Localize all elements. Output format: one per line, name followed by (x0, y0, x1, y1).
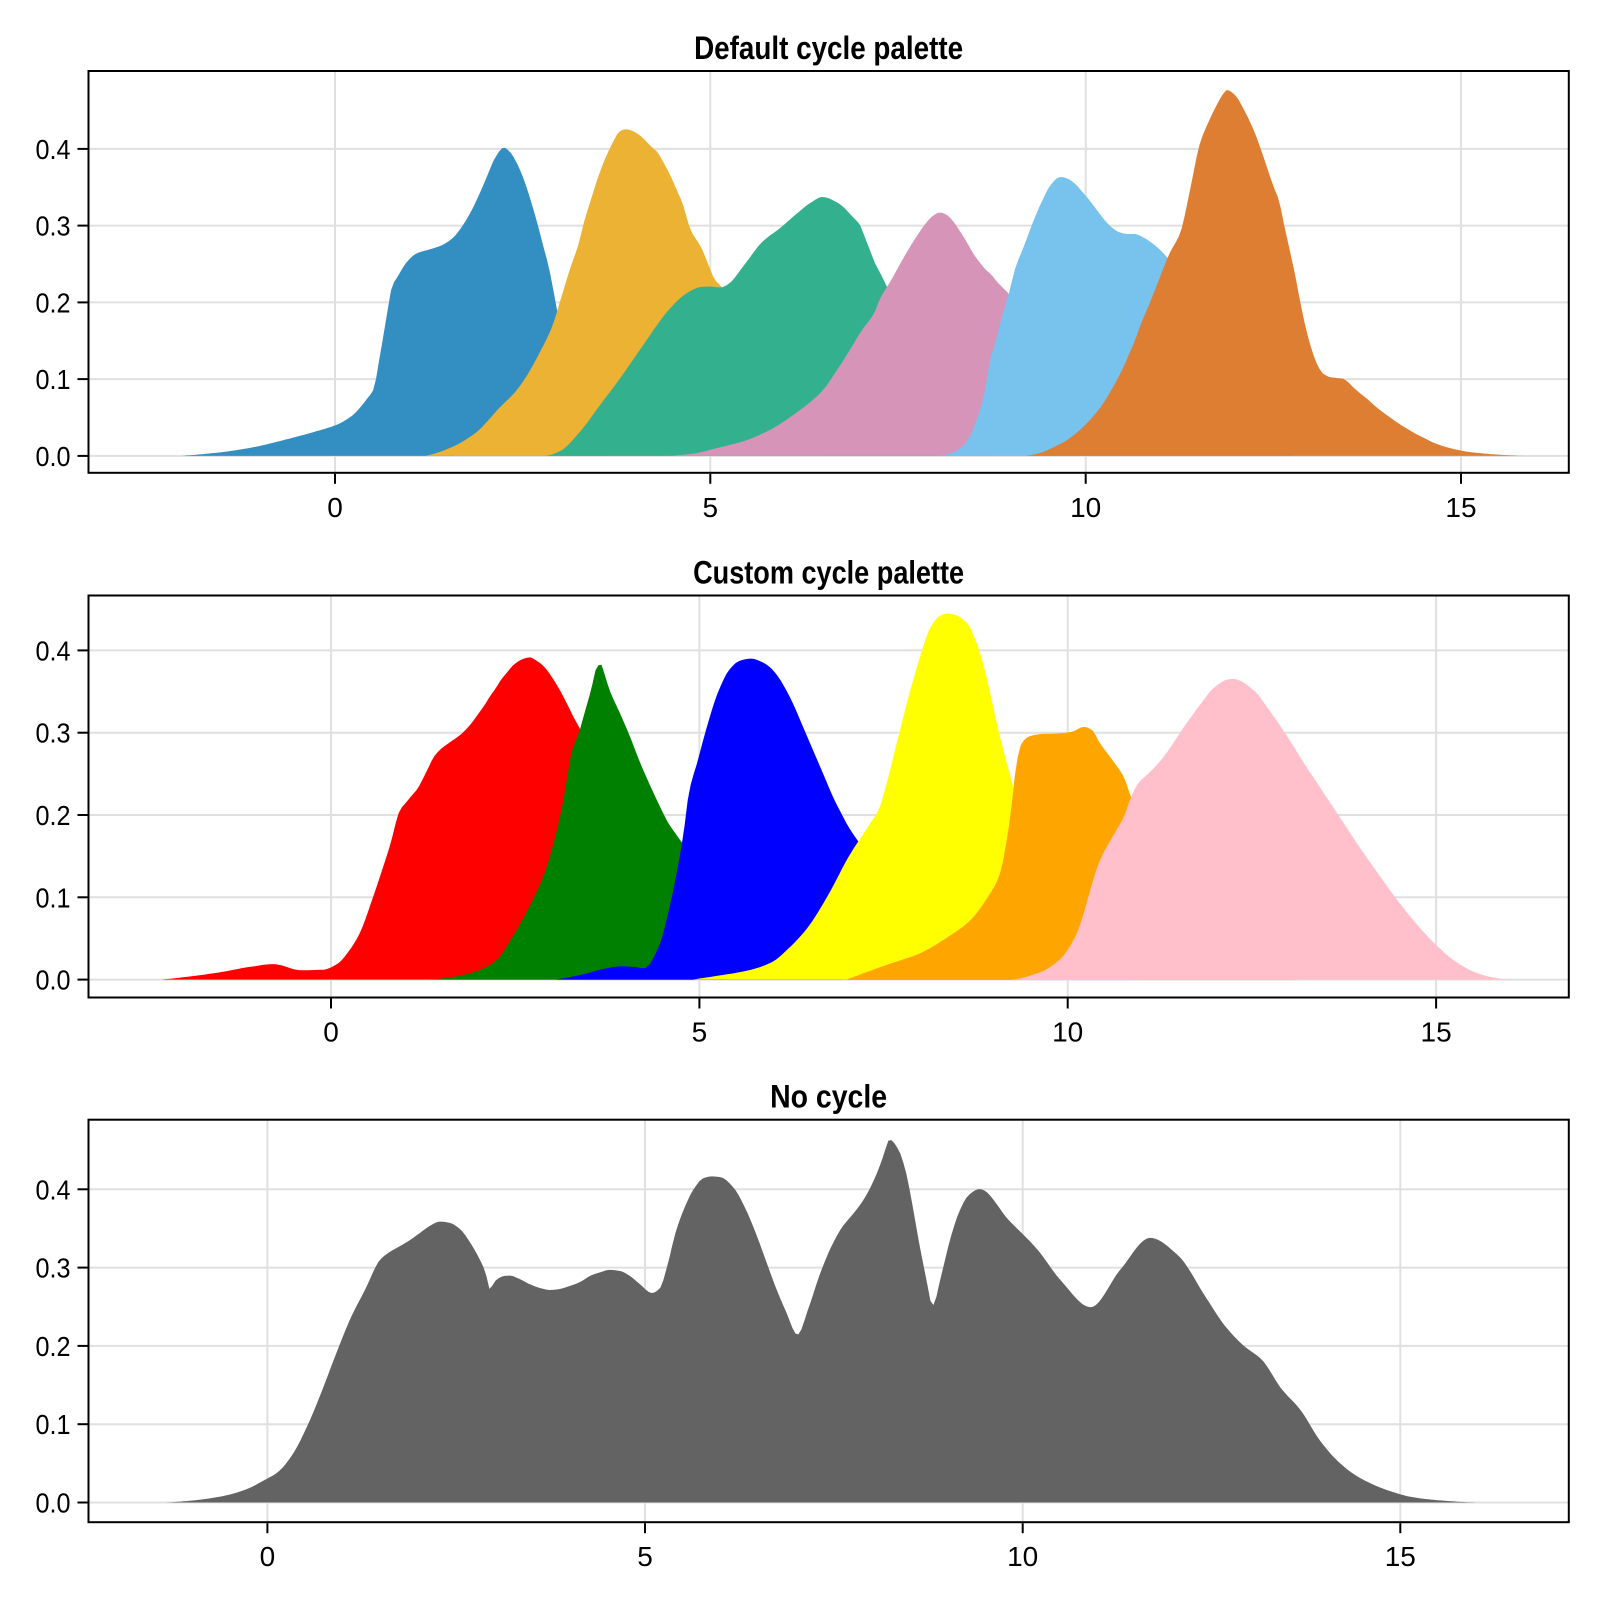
svg-text:5: 5 (703, 492, 719, 523)
svg-text:Default cycle palette: Default cycle palette (694, 30, 963, 66)
svg-text:0.4: 0.4 (36, 635, 71, 666)
svg-text:0.0: 0.0 (36, 441, 71, 472)
svg-text:0.1: 0.1 (36, 882, 71, 913)
svg-text:0.0: 0.0 (36, 1488, 71, 1519)
svg-text:0.4: 0.4 (36, 134, 71, 165)
svg-text:0.0: 0.0 (36, 965, 71, 996)
svg-text:15: 15 (1385, 1541, 1416, 1572)
svg-text:0.1: 0.1 (36, 364, 71, 395)
svg-text:0: 0 (260, 1541, 276, 1572)
svg-text:10: 10 (1052, 1017, 1083, 1048)
svg-text:0.2: 0.2 (36, 800, 71, 831)
svg-text:Custom cycle palette: Custom cycle palette (693, 555, 964, 591)
svg-text:10: 10 (1070, 492, 1101, 523)
svg-text:No cycle: No cycle (770, 1079, 887, 1115)
svg-text:5: 5 (637, 1541, 653, 1572)
svg-text:10: 10 (1007, 1541, 1038, 1572)
svg-text:0.3: 0.3 (36, 211, 71, 242)
svg-text:0.3: 0.3 (36, 1253, 71, 1284)
svg-text:0.1: 0.1 (36, 1409, 71, 1440)
svg-text:0: 0 (327, 492, 343, 523)
svg-text:15: 15 (1445, 492, 1476, 523)
svg-text:0.2: 0.2 (36, 287, 71, 318)
svg-text:0: 0 (323, 1017, 339, 1048)
svg-text:0.3: 0.3 (36, 718, 71, 749)
svg-text:0.4: 0.4 (36, 1174, 71, 1205)
svg-text:15: 15 (1421, 1017, 1452, 1048)
svg-text:5: 5 (692, 1017, 708, 1048)
svg-text:0.2: 0.2 (36, 1331, 71, 1362)
